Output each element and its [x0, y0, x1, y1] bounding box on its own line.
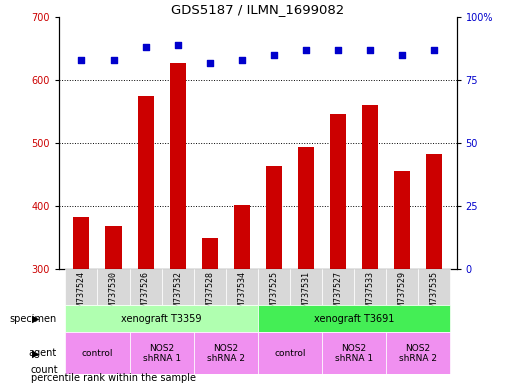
Bar [234, 205, 250, 269]
Bar [330, 114, 346, 269]
Text: GSM737529: GSM737529 [398, 271, 407, 316]
Bar [290, 269, 322, 305]
Bar [130, 269, 162, 305]
Bar [418, 269, 450, 305]
Text: GSM737530: GSM737530 [109, 271, 118, 316]
Text: GSM737531: GSM737531 [301, 271, 310, 316]
Bar [258, 269, 290, 305]
Point [366, 47, 374, 53]
Bar [266, 166, 282, 269]
Point [109, 57, 117, 63]
Text: agent: agent [28, 348, 56, 358]
Text: GSM737533: GSM737533 [365, 271, 374, 316]
Point [238, 57, 246, 63]
Bar [386, 332, 450, 374]
Bar [106, 226, 122, 269]
Point [77, 57, 86, 63]
Text: specimen: specimen [9, 314, 56, 324]
Text: GSM737524: GSM737524 [77, 271, 86, 316]
Text: GSM737532: GSM737532 [173, 271, 182, 316]
Bar [322, 332, 386, 374]
Bar [194, 269, 226, 305]
Bar [194, 332, 258, 374]
Point [398, 52, 406, 58]
Bar [202, 238, 218, 269]
Bar [386, 269, 418, 305]
Bar [394, 171, 410, 269]
Bar [137, 96, 153, 269]
Bar [258, 332, 322, 374]
Bar [322, 269, 354, 305]
Text: ▶: ▶ [32, 314, 40, 324]
Text: control: control [274, 349, 306, 358]
Text: NOS2
shRNA 1: NOS2 shRNA 1 [335, 344, 373, 363]
Bar [298, 147, 314, 269]
Bar [226, 269, 258, 305]
Bar [170, 63, 186, 269]
Text: ▶: ▶ [32, 348, 40, 358]
Text: GSM737525: GSM737525 [269, 271, 279, 316]
Text: NOS2
shRNA 2: NOS2 shRNA 2 [207, 344, 245, 363]
Text: GSM737527: GSM737527 [333, 271, 343, 316]
Text: GSM737535: GSM737535 [429, 271, 439, 316]
Text: control: control [82, 349, 113, 358]
Point [173, 42, 182, 48]
Point [142, 45, 150, 51]
Text: GSM737534: GSM737534 [237, 271, 246, 316]
Bar [362, 105, 378, 269]
Text: xenograft T3691: xenograft T3691 [314, 314, 394, 324]
Text: GSM737528: GSM737528 [205, 271, 214, 316]
Point [430, 47, 438, 53]
Bar [258, 305, 450, 332]
Bar [66, 305, 258, 332]
Point [206, 60, 214, 66]
Bar [130, 332, 194, 374]
Point [334, 47, 342, 53]
Bar [66, 269, 97, 305]
Bar [97, 269, 129, 305]
Title: GDS5187 / ILMN_1699082: GDS5187 / ILMN_1699082 [171, 3, 344, 16]
Text: percentile rank within the sample: percentile rank within the sample [31, 373, 196, 383]
Text: GSM737526: GSM737526 [141, 271, 150, 316]
Text: count: count [31, 365, 58, 375]
Bar [162, 269, 194, 305]
Text: NOS2
shRNA 1: NOS2 shRNA 1 [143, 344, 181, 363]
Text: xenograft T3359: xenograft T3359 [122, 314, 202, 324]
Point [302, 47, 310, 53]
Bar [66, 332, 130, 374]
Bar [73, 217, 89, 269]
Text: NOS2
shRNA 2: NOS2 shRNA 2 [399, 344, 437, 363]
Bar [426, 154, 442, 269]
Point [270, 52, 278, 58]
Bar [354, 269, 386, 305]
